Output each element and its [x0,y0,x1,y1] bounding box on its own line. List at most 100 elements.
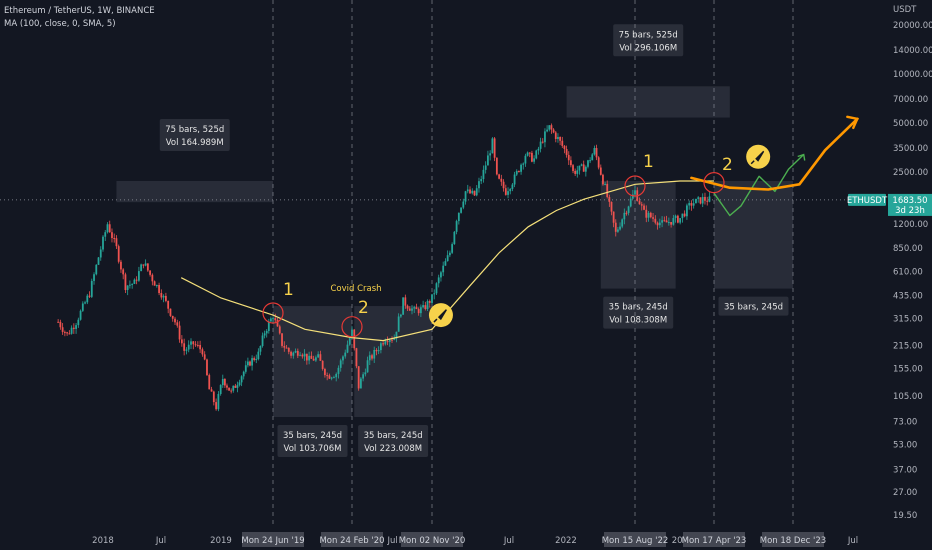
bar-range-box[interactable] [354,306,432,418]
candle [230,390,233,392]
candle [386,341,389,343]
candle [627,206,630,213]
candle [290,351,292,356]
candle [333,377,335,379]
candle [663,220,666,222]
candle [475,188,478,196]
x-tick-label: 2019 [210,536,232,546]
candle [287,347,290,352]
candle [518,170,520,172]
date-badge-label: Mon 15 Aug '22 [602,536,669,546]
candle [160,293,163,298]
candle [466,189,469,192]
y-tick-label: 610.00 [893,268,923,278]
candle [634,190,636,195]
candle [552,129,555,133]
candle [608,197,611,202]
candle [355,348,358,367]
bar-range-box[interactable] [600,181,676,289]
candle [406,305,409,309]
cycle-number-1: 1 [283,280,294,300]
candle [305,353,308,361]
candle [362,374,365,379]
candle [274,318,277,321]
bar-range-label: Vol 108.308M [609,316,667,326]
candle [397,316,400,332]
date-badge [604,532,666,547]
candle [489,153,492,156]
candle [261,335,264,346]
candle [242,371,245,377]
candle [321,360,324,369]
candle [272,318,274,320]
candle [267,321,270,331]
candle [576,170,579,174]
candle [373,349,376,359]
candle [415,307,418,310]
candle [377,350,380,352]
candle [263,333,266,336]
candle [667,222,670,224]
candle [610,201,613,212]
price-tag [888,193,932,216]
candle [621,219,624,227]
y-tick-label: 315.00 [893,314,923,324]
candle [572,165,574,171]
candle [319,354,322,361]
candle [221,378,224,386]
candle [617,229,619,232]
candle [151,274,154,282]
bar-range-box[interactable] [116,181,274,203]
candle [232,385,235,391]
candle [557,137,559,140]
y-unit-label: USDT [893,5,917,15]
rocket-body [755,150,765,162]
candle [353,329,356,349]
candle [328,375,331,379]
candle [296,350,299,356]
candle [236,385,239,388]
candle [539,141,542,149]
candle [643,205,645,210]
candle [278,326,281,334]
candle [661,220,663,223]
bar-range-box[interactable] [714,181,793,289]
candle [411,308,413,311]
x-tick-label: Jul [155,536,166,546]
candle [348,338,351,345]
y-tick-label: 27.00 [893,488,917,498]
rocket-flame [750,160,755,165]
candle [606,183,609,198]
candle [129,284,131,286]
candle [614,222,617,232]
candle [584,166,587,172]
candle [312,358,315,361]
y-tick-label: 1200.00 [893,220,928,230]
candle [623,212,626,220]
candle [569,160,572,166]
bar-range-box[interactable] [273,306,352,418]
candle [493,138,496,158]
date-badge-label: Mon 02 Nov '20 [399,536,466,546]
candle [366,360,369,373]
candle [122,269,125,275]
candle [265,330,268,334]
rocket-body [437,309,447,321]
candle [167,300,170,309]
candle [88,295,91,297]
candle [469,189,471,194]
candle [337,367,340,374]
candle [63,331,66,333]
candle [473,190,476,196]
highlight-circle [262,302,284,324]
candle [544,131,546,143]
candle [520,164,522,172]
candle [574,170,577,174]
bar-range-box[interactable] [566,86,730,118]
candle [140,264,143,272]
candle [507,191,509,195]
candle [391,339,393,341]
candle [491,138,494,154]
